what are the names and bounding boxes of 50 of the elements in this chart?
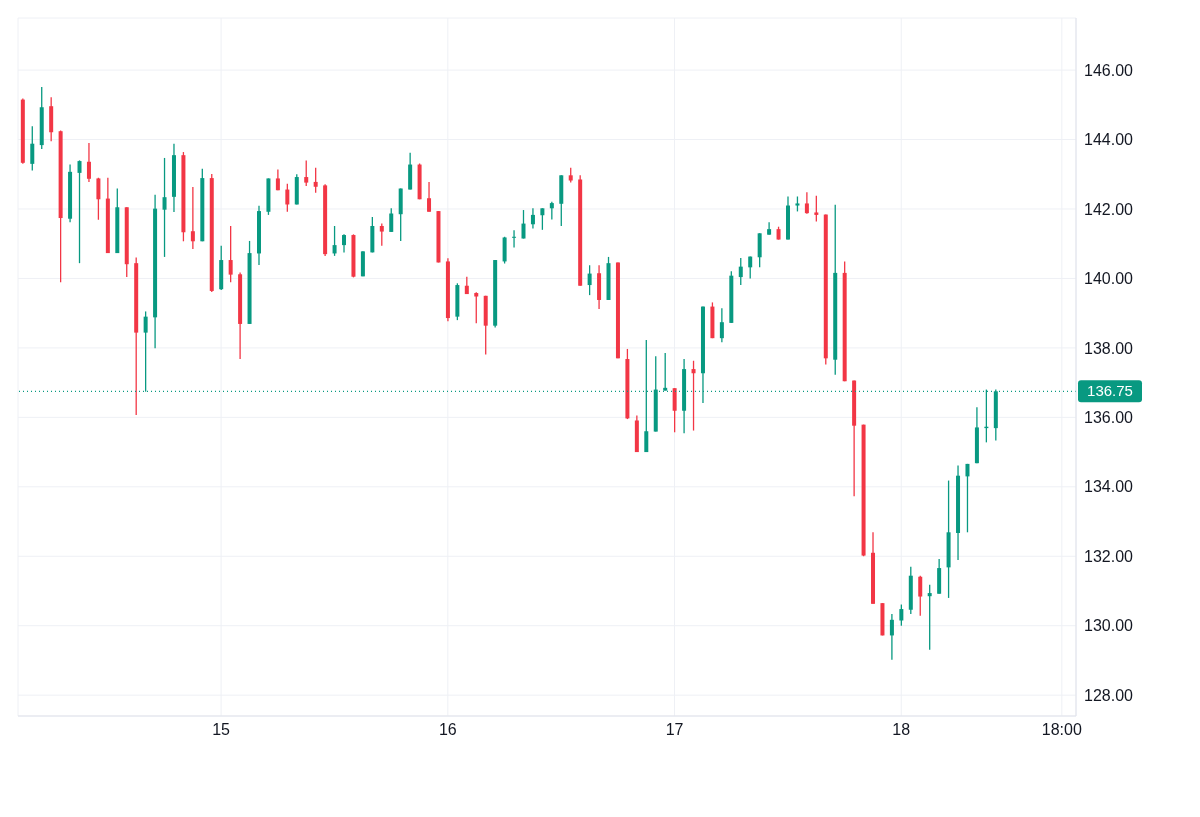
candlestick	[691, 360, 696, 432]
candlestick	[719, 307, 724, 343]
y-tick-label: 128.00	[1084, 686, 1134, 704]
candlestick	[587, 264, 592, 296]
y-tick-label: 142.00	[1084, 200, 1134, 218]
y-tick-label: 130.00	[1084, 617, 1134, 635]
y-tick-label: 134.00	[1084, 478, 1134, 496]
candlestick	[521, 209, 526, 240]
y-tick-label: 144.00	[1084, 131, 1134, 149]
candlestick	[190, 186, 195, 250]
y-tick-label: 140.00	[1084, 270, 1134, 288]
candlestick	[899, 603, 904, 627]
candlestick	[285, 182, 290, 213]
candlestick	[965, 463, 970, 533]
candlestick	[814, 195, 819, 223]
candlestick	[304, 159, 309, 187]
candlestick	[927, 584, 932, 651]
candlestick	[530, 207, 535, 230]
candlestick	[427, 181, 432, 213]
candlestick	[96, 177, 101, 221]
candlestick	[228, 225, 233, 283]
x-tick-label: 15	[212, 721, 231, 739]
ref-line-label: 136.75	[1087, 382, 1133, 400]
x-tick-label: 18:00	[1041, 721, 1082, 739]
candlestick	[379, 222, 384, 247]
candlestick	[342, 233, 347, 254]
candlestick	[86, 142, 91, 183]
candlestick	[389, 207, 394, 233]
y-tick-label: 138.00	[1084, 339, 1134, 357]
candlestick	[918, 575, 923, 617]
candlestick	[313, 167, 318, 194]
candlestick	[30, 125, 35, 172]
candlestick	[757, 232, 762, 268]
y-tick-label: 146.00	[1084, 61, 1134, 79]
candlestick	[889, 613, 894, 661]
candlestick	[540, 207, 545, 231]
candlestick	[502, 236, 507, 265]
candlestick	[804, 191, 809, 215]
y-tick-label: 132.00	[1084, 547, 1134, 565]
candlestick	[738, 257, 743, 286]
x-tick-label: 18	[892, 721, 911, 739]
x-tick-label: 17	[665, 721, 684, 739]
candlestick	[162, 157, 167, 258]
candlestick	[672, 387, 677, 433]
y-tick-label: 136.00	[1084, 409, 1134, 427]
candlestick	[474, 291, 479, 324]
candlestick	[512, 229, 517, 249]
candlestick	[77, 159, 82, 264]
x-tick-label: 16	[438, 721, 457, 739]
candlestick	[332, 225, 337, 257]
